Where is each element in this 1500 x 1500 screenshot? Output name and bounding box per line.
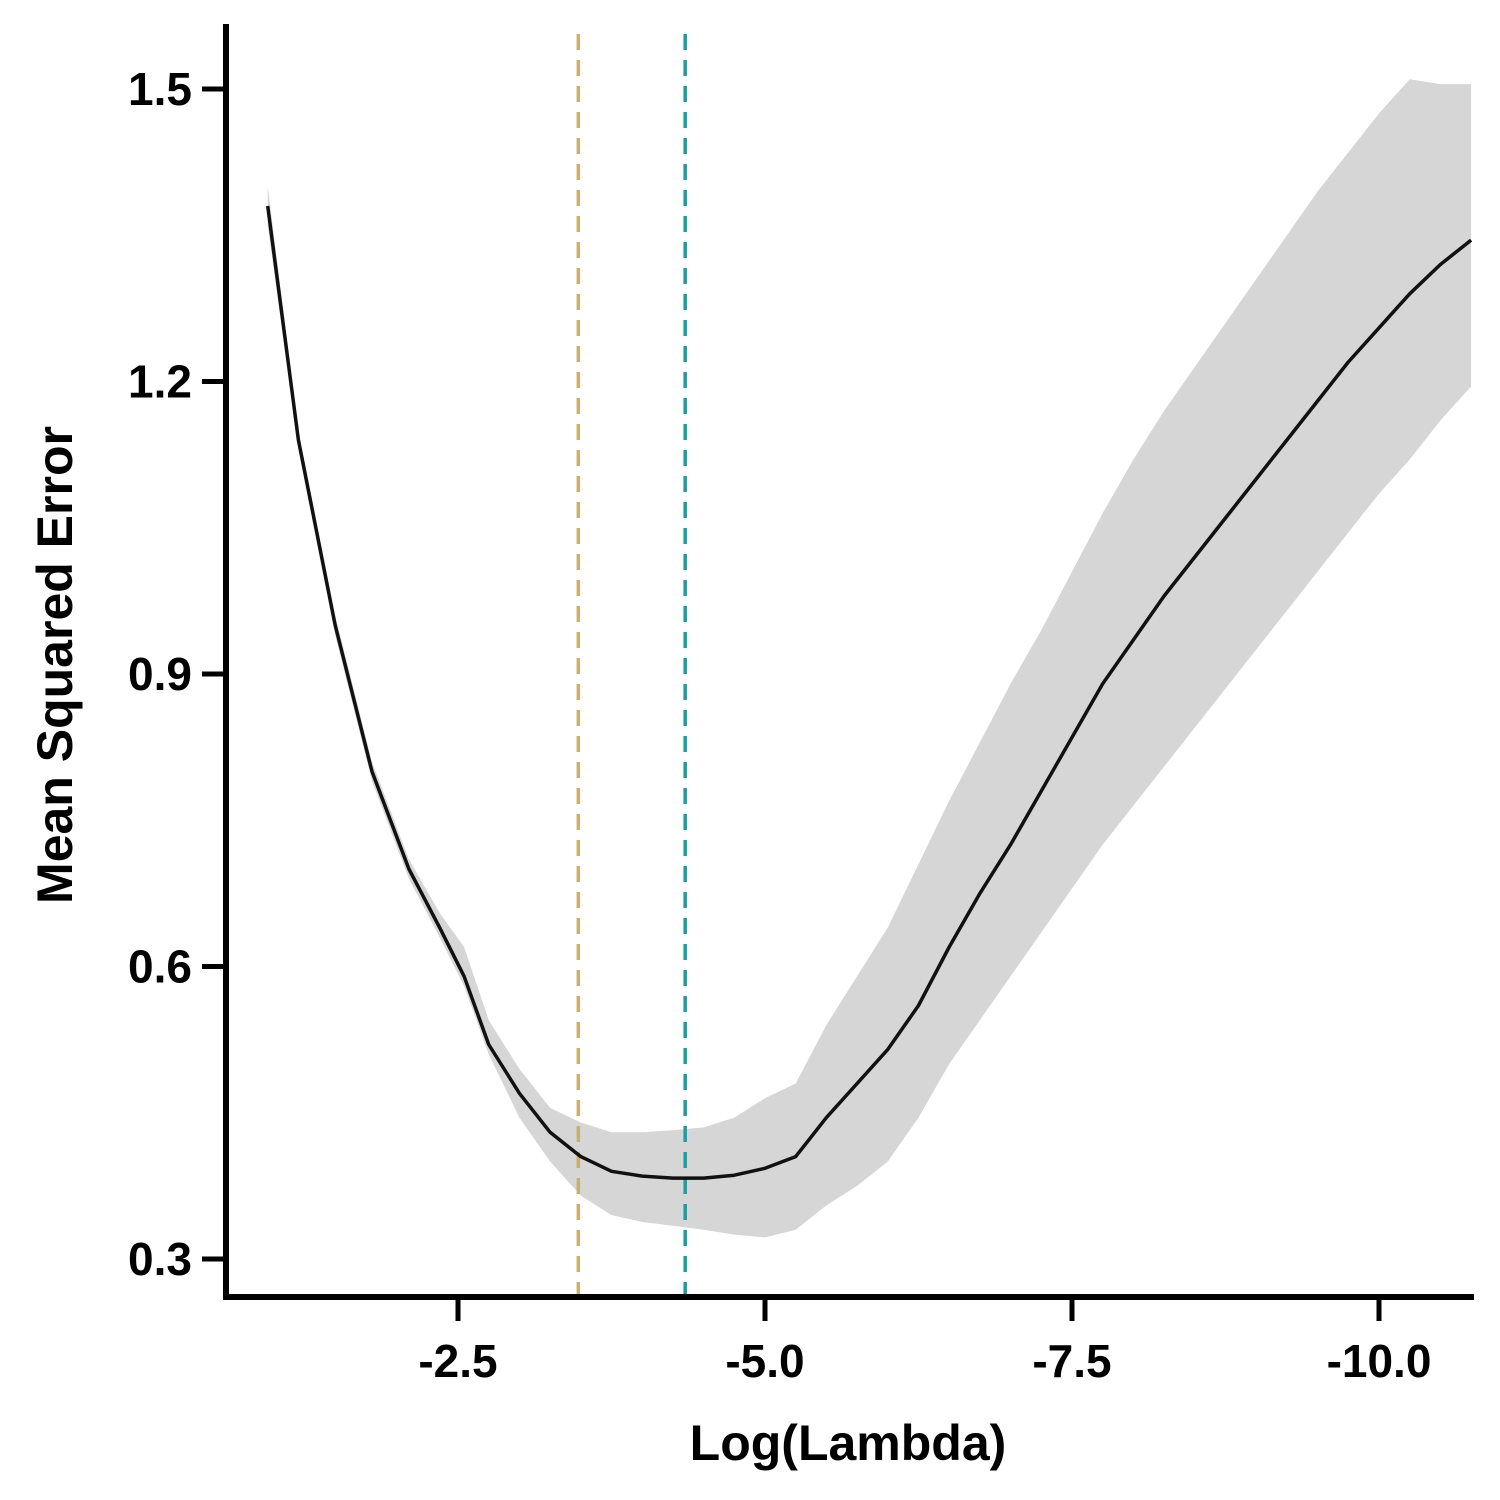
- x-tick-label: -7.5: [1032, 1335, 1111, 1387]
- axes-layer: [223, 24, 1474, 1300]
- ticks-layer: -2.5 -5.0 -7.5 -10.0 0.3 0.6 0.9 1.2 1.5: [128, 63, 1431, 1387]
- mean-line-layer: [265, 205, 1473, 1180]
- reference-lines-layer: [576, 34, 687, 1297]
- y-tick-label: 1.2: [128, 356, 192, 408]
- mean-squared-error-line: [265, 205, 1473, 1180]
- y-tick-label: 0.3: [128, 1233, 192, 1285]
- confidence-band: [267, 79, 1472, 1238]
- y-tick-label: 1.5: [128, 63, 192, 115]
- x-tick-label: -10.0: [1327, 1335, 1432, 1387]
- y-axis-title: Mean Squared Error: [27, 426, 83, 904]
- confidence-band-layer: [267, 79, 1472, 1238]
- y-tick-label: 0.9: [128, 648, 192, 700]
- x-tick-label: -2.5: [418, 1335, 497, 1387]
- y-tick-label: 0.6: [128, 941, 192, 993]
- x-tick-label: -5.0: [725, 1335, 804, 1387]
- x-axis-title: Log(Lambda): [690, 1415, 1007, 1471]
